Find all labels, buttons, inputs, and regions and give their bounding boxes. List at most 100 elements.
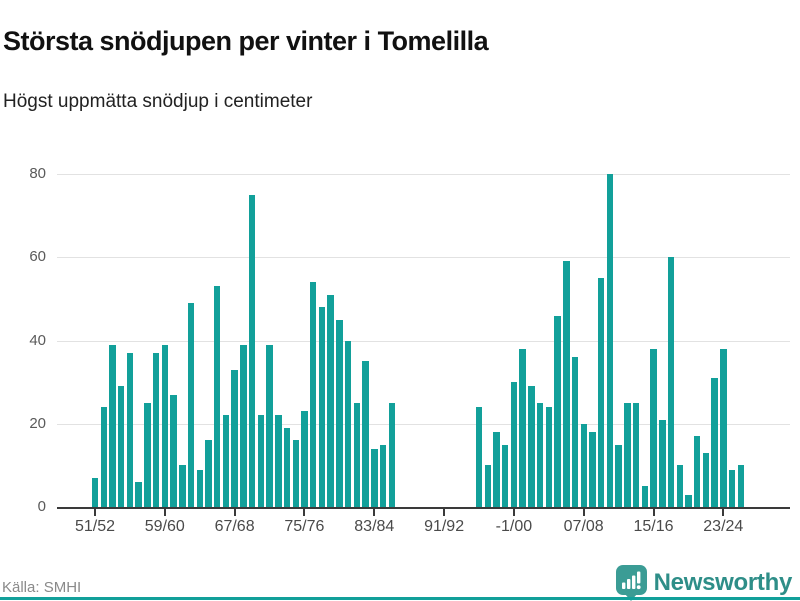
x-axis-tick: [652, 509, 655, 516]
bar-76/77: [309, 282, 317, 507]
bar-23/24: [720, 348, 727, 507]
y-axis-tick-label: 80: [29, 165, 46, 182]
x-axis-tick: [443, 509, 446, 516]
bottom-accent-bar: [0, 597, 800, 600]
bar-55/56: [126, 353, 134, 507]
y-axis-tick-label: 0: [37, 498, 46, 515]
bar-04/05: [554, 315, 561, 507]
bar-98/99: [501, 444, 509, 507]
bar-01/02: [528, 386, 535, 507]
bar-05/06: [563, 261, 570, 507]
bar-03/04: [545, 407, 553, 507]
bar-53/54: [109, 344, 116, 507]
bar-12/13: [624, 402, 631, 507]
bar-96/97: [484, 465, 491, 507]
bar-20/21: [693, 436, 701, 507]
bar-02/03: [536, 402, 544, 507]
bar-83/84: [371, 448, 378, 507]
bar-51/52: [91, 477, 99, 507]
bar-62/63: [187, 303, 195, 507]
bar-81/82: [353, 402, 361, 507]
x-axis-tick: [163, 509, 166, 516]
bar-79/80: [336, 319, 343, 507]
page-title: Största snödjupen per vinter i Tomelilla: [3, 26, 489, 57]
bar-21/22: [702, 452, 710, 507]
x-axis-tick-label: -1/00: [495, 518, 533, 535]
x-axis-tick-label: 83/84: [354, 518, 395, 535]
bar-70/71: [257, 415, 265, 507]
x-axis-tick: [233, 509, 236, 516]
x-axis-tick-label: 23/24: [703, 518, 744, 535]
bar-85/86: [388, 402, 395, 507]
bar-65/66: [213, 286, 221, 507]
x-axis-tick-label: 07/08: [563, 518, 604, 535]
x-axis-tick-label: 51/52: [74, 518, 116, 535]
bar-18/19: [676, 465, 683, 507]
bar-16/17: [659, 419, 666, 507]
x-axis-tick: [94, 509, 96, 516]
bar-75/76: [301, 411, 308, 507]
bar-52/53: [100, 407, 107, 507]
bar-09/10: [597, 278, 605, 507]
bar-67/68: [231, 369, 238, 507]
x-axis-tick: [373, 509, 376, 516]
bar-13/14: [632, 402, 640, 507]
y-gridline: [57, 424, 790, 425]
bar-82/83: [362, 361, 369, 507]
bar-24/25: [728, 469, 736, 507]
bar-69/70: [248, 194, 256, 507]
bar-97/98: [493, 432, 500, 507]
bar-06/07: [571, 357, 579, 507]
bar-72/73: [275, 415, 282, 507]
x-axis-tick: [582, 509, 585, 516]
y-axis-tick-label: 20: [29, 415, 46, 432]
bar-59/60: [161, 344, 169, 507]
y-gridline: [57, 257, 790, 258]
bar-11/12: [615, 444, 622, 507]
newsworthy-logo-icon: [615, 565, 647, 601]
bar-99/00: [510, 382, 518, 507]
bar-10/11: [606, 174, 614, 507]
bar-61/62: [179, 465, 186, 507]
bar-00/01: [519, 348, 526, 507]
bar-54/55: [117, 386, 125, 507]
bar-64/65: [205, 440, 212, 507]
x-axis-tick: [722, 509, 725, 516]
bar-66/67: [222, 415, 230, 507]
y-gridline: [57, 174, 790, 175]
bar-58/59: [152, 353, 160, 507]
bar-14/15: [641, 486, 649, 507]
bar-74/75: [292, 440, 299, 507]
chart-subtitle: Högst uppmätta snödjup i centimeter: [3, 91, 313, 112]
x-axis-tick-label: 91/92: [424, 518, 465, 535]
x-axis-line: [57, 507, 790, 509]
bar-60/61: [170, 394, 177, 507]
bar-95/96: [475, 407, 483, 507]
bar-71/72: [266, 344, 273, 507]
x-axis-tick: [512, 509, 515, 516]
bar-22/23: [711, 378, 718, 507]
bar-78/79: [327, 294, 334, 507]
newsworthy-wordmark: Newsworthy: [653, 569, 793, 596]
y-gridline: [57, 341, 790, 342]
x-axis-tick: [303, 509, 306, 516]
bar-57/58: [144, 402, 151, 507]
source-label: Källa: SMHI: [2, 579, 82, 596]
x-axis-tick-label: 59/60: [144, 518, 185, 535]
bar-07/08: [580, 423, 587, 508]
bar-19/20: [685, 494, 692, 507]
y-axis-tick-label: 40: [29, 332, 46, 349]
bar-08/09: [589, 432, 596, 507]
bar-77/78: [318, 307, 326, 507]
x-axis-tick-label: 75/76: [284, 518, 325, 535]
newsworthy-brand: Newsworthy: [615, 565, 793, 601]
bar-15/16: [650, 348, 657, 507]
bar-68/69: [240, 344, 247, 507]
x-axis-tick-label: 67/68: [214, 518, 255, 535]
bar-17/18: [667, 257, 675, 507]
x-axis-tick-label: 15/16: [633, 518, 674, 535]
bar-73/74: [283, 427, 291, 507]
bar-25/26: [737, 465, 744, 507]
y-axis-tick-label: 60: [29, 248, 46, 265]
